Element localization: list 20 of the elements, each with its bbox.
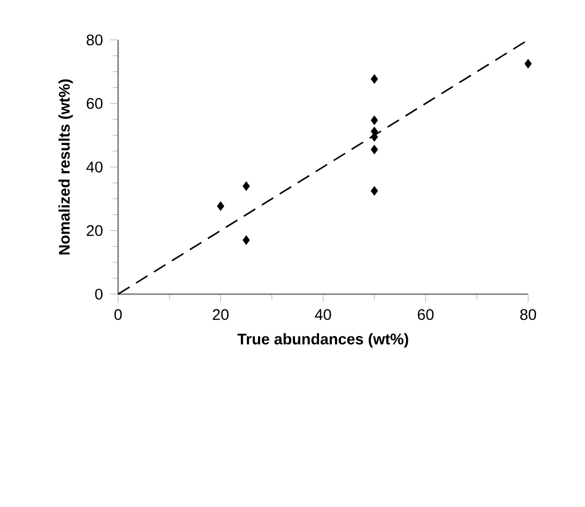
point	[242, 181, 250, 191]
x-tick-label: 60	[418, 308, 434, 320]
point	[370, 116, 378, 125]
point	[524, 58, 532, 68]
x-tick-label: 0	[114, 308, 122, 320]
point	[370, 74, 378, 84]
y-tick-label: 20	[86, 224, 103, 236]
y-tick-label: 0	[95, 288, 103, 300]
point	[370, 144, 378, 154]
x-axis-title: True abundances (wt%)	[237, 333, 408, 348]
point	[242, 235, 250, 245]
x-tick-label: 40	[314, 308, 332, 320]
x-tick-label: 20	[212, 308, 229, 320]
x-tick-label: 80	[520, 308, 536, 320]
y-tick-label: 60	[86, 98, 103, 109]
y-axis-title: Nomalized results (wt%)	[58, 79, 73, 254]
y-tick-label: 40	[86, 161, 103, 172]
y-tick-label: 80	[86, 34, 103, 46]
point	[370, 186, 378, 196]
point	[217, 201, 224, 211]
